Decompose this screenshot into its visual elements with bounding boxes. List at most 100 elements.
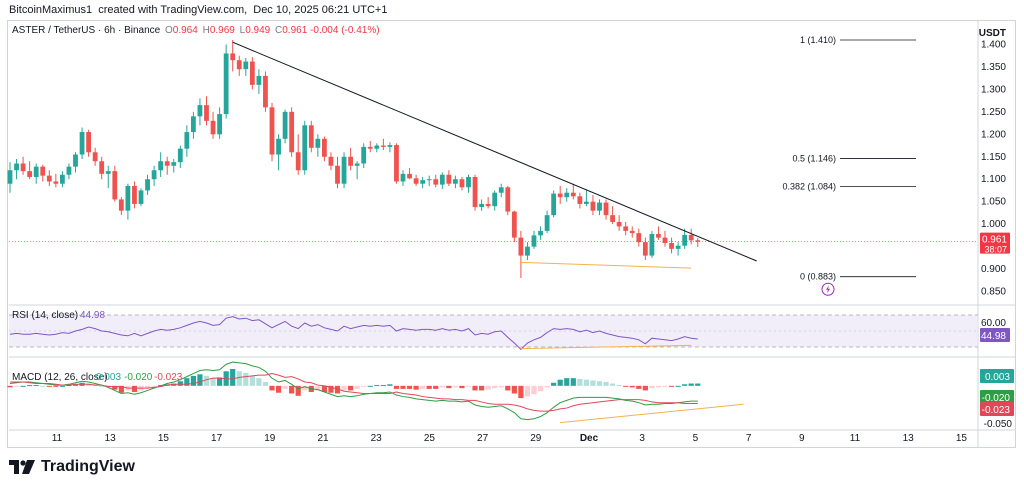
time-axis-label: 21 [317, 433, 329, 444]
candle-body [263, 75, 268, 108]
macd-histogram-bar [131, 385, 138, 392]
macd-histogram-bar [610, 383, 616, 386]
candle-body [289, 111, 295, 153]
candle-body [256, 75, 262, 85]
candle-body [511, 211, 517, 238]
macd-signal-value-label: -0.023 [982, 405, 1011, 416]
candle-body [328, 156, 334, 166]
macd-histogram-bar [20, 385, 26, 387]
macd-histogram-bar [72, 384, 79, 386]
macd-histogram-bar [177, 381, 183, 386]
macd-histogram-bar [334, 385, 341, 394]
candle-body [79, 132, 85, 155]
macd-histogram-bar [675, 385, 681, 387]
macd-histogram-bar [27, 385, 33, 387]
time-axis-label: 23 [371, 433, 383, 444]
macd-histogram-bar [33, 385, 39, 387]
macd-histogram-bar [144, 385, 151, 389]
candle-body [629, 230, 635, 234]
candle-body [14, 163, 19, 171]
time-axis-label: 27 [477, 433, 489, 444]
macd-histogram-bar [479, 385, 485, 391]
macd-histogram-bar [498, 385, 504, 388]
macd-histogram-bar [662, 385, 668, 387]
candle-body [86, 132, 91, 153]
candle-body [230, 53, 236, 61]
price-tick-label: 0.900 [981, 264, 1006, 275]
candle-body [577, 196, 583, 204]
candle-body [171, 162, 177, 166]
time-axis-label: 25 [424, 433, 436, 444]
candle-body [348, 156, 353, 166]
candle-body [302, 125, 308, 171]
candle-body [420, 180, 426, 184]
candle-body [158, 161, 164, 171]
candle-body [623, 226, 629, 231]
macd-histogram-bar [151, 385, 157, 387]
macd-histogram-bar [688, 383, 694, 386]
candle-body [525, 246, 530, 256]
candle-body [584, 201, 589, 204]
candle-body [197, 105, 203, 117]
candle-body [243, 61, 249, 70]
macd-histogram-bar [275, 385, 282, 393]
candle-body [603, 202, 609, 216]
macd-histogram-bar [551, 382, 557, 386]
candle-body [177, 148, 183, 163]
price-tick-label: 1.150 [981, 152, 1006, 163]
macd-trend-line [560, 403, 744, 424]
price-tick-label: 1.350 [981, 62, 1006, 73]
macd-histogram-bar [406, 385, 413, 389]
tradingview-logo[interactable]: TradingView [9, 458, 135, 476]
candle-body [518, 237, 524, 256]
macd-tick-label: -0.050 [984, 419, 1013, 430]
price-tick-label: 1.300 [981, 84, 1006, 95]
time-axis-label: 15 [158, 433, 170, 444]
candle-body [662, 237, 668, 244]
macd-histogram-bar [596, 381, 603, 386]
high-value: 0.969 [209, 25, 235, 36]
change-value: -0.004 (-0.41%) [310, 25, 380, 36]
macd-histogram-bar [629, 385, 635, 388]
candle-body [20, 163, 26, 172]
rsi-value-label: 44.98 [981, 331, 1006, 342]
fib-level-label: 0.5 (1.146) [792, 154, 836, 164]
macd-histogram-bar [184, 378, 190, 386]
candle-body [132, 185, 137, 204]
candle-body [184, 132, 190, 149]
candle-body [164, 161, 170, 166]
macd-histogram-bar [289, 385, 295, 394]
macd-histogram-bar [557, 379, 563, 386]
macd-histogram-bar [518, 385, 524, 399]
macd-histogram-bar [426, 385, 432, 389]
macd-line [9, 361, 698, 421]
candle-body [610, 215, 615, 222]
macd-histogram-bar [511, 385, 517, 394]
candle-body [249, 61, 255, 85]
symbol-title[interactable]: ASTER / TetherUS · 6h · Binance [12, 25, 161, 36]
macd-histogram-bar [217, 377, 223, 386]
created-text: created with TradingView.com, [98, 4, 248, 16]
candle-body [453, 179, 458, 184]
currency-label: USDT [979, 28, 1006, 39]
candle-body [27, 171, 33, 177]
time-axis-label: 3 [639, 433, 645, 444]
macd-histogram-bar [230, 368, 236, 386]
tradingview-logo-text: TradingView [41, 458, 135, 475]
macd-signal-value-badge [980, 402, 1014, 416]
candle-body [66, 166, 72, 175]
candle-body [269, 107, 275, 155]
price-tick-label: 1.050 [981, 197, 1006, 208]
candle-body [125, 185, 131, 211]
candle-body [374, 145, 380, 149]
candle-body [485, 203, 491, 207]
candle-body [204, 105, 209, 121]
candle-body [439, 174, 445, 185]
candle-body [688, 234, 694, 241]
open-value: 0.964 [172, 25, 198, 36]
macd-histogram-bar [577, 378, 583, 386]
macd-label: MACD (12, 26, close) [12, 372, 108, 383]
macd-histogram-bar [400, 385, 406, 389]
candle-body [335, 165, 340, 184]
